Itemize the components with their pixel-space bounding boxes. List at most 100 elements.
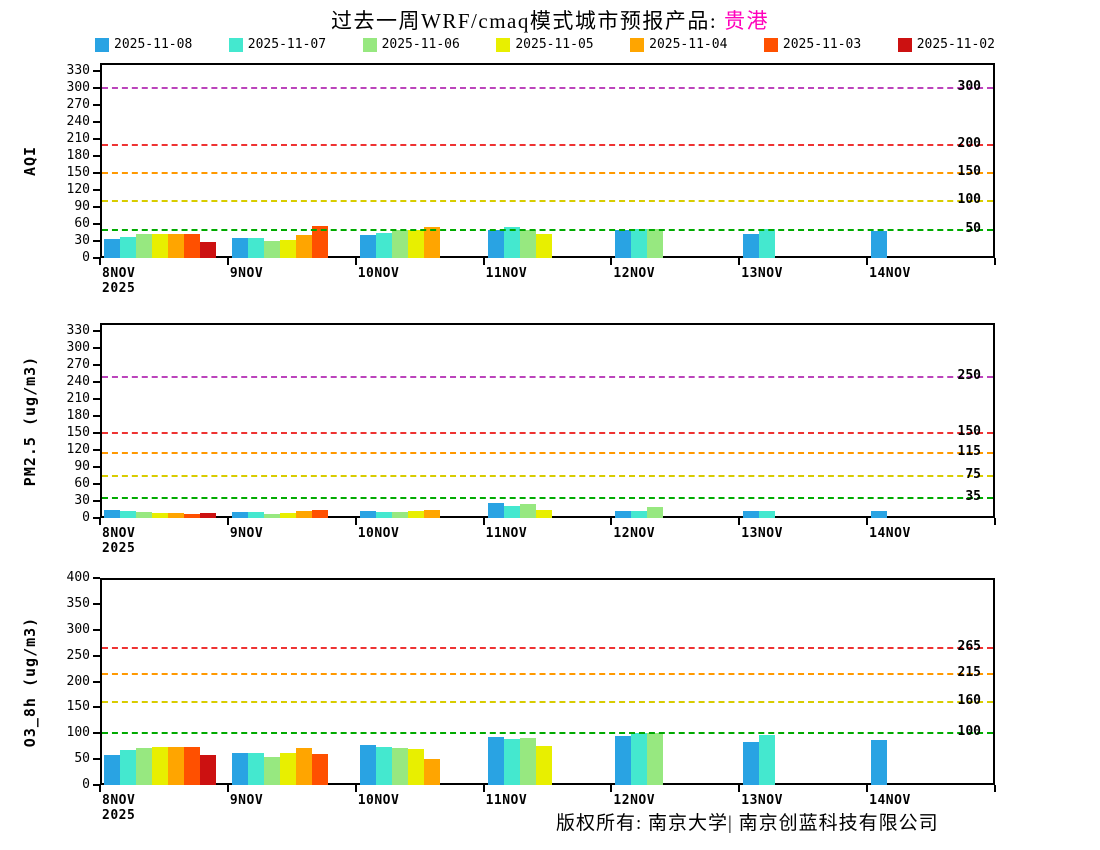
threshold-line-200: [102, 143, 993, 146]
legend-swatch-icon: [630, 37, 645, 52]
y-tick-mark: [93, 784, 100, 786]
o3-axis-title-text: O3_8h (ug/m3): [21, 616, 39, 747]
x-tick-label: 11NOV: [485, 526, 528, 541]
x-tick-label: 12NOV: [613, 793, 656, 808]
legend-item-2025-11-06: 2025-11-06: [362, 37, 460, 52]
y-tick-mark: [93, 381, 100, 384]
copyright-footer: 版权所有: 南京大学| 南京创蓝科技有限公司: [556, 813, 939, 834]
bar-o3-2025-11-04-9NOV: [295, 747, 312, 785]
y-tick-label: 90: [74, 459, 90, 475]
x-tick-label: 9NOV: [229, 266, 264, 281]
x-tick-mark: [866, 518, 869, 525]
y-tick-label: 0: [82, 250, 90, 265]
bar-pm25-2025-11-04-8NOV: [168, 513, 184, 518]
x-tick-mark: [994, 258, 996, 265]
y-tick-mark: [93, 121, 100, 124]
legend-item-2025-11-07: 2025-11-07: [228, 37, 326, 52]
y-tick-mark: [93, 577, 100, 579]
bar-pm25-2025-11-08-13NOV: [743, 510, 760, 518]
threshold-line-75: [102, 474, 993, 477]
bar-o3-2025-11-08-13NOV: [743, 742, 760, 785]
bar-aqi-2025-11-02-8NOV: [200, 242, 216, 258]
x-tick-label: 10NOV: [357, 266, 400, 281]
legend-item-2025-11-08: 2025-11-08: [95, 37, 192, 52]
threshold-line-160: [102, 701, 993, 704]
y-tick-mark: [93, 206, 100, 209]
y-tick-mark: [93, 240, 100, 243]
legend-item-2025-11-05: 2025-11-05: [496, 37, 594, 52]
bar-pm25-2025-11-07-12NOV: [631, 510, 648, 518]
page-title-prefix: 过去一周WRF/cmaq模式城市预报产品:: [331, 9, 718, 33]
legend-swatch-icon: [763, 37, 778, 52]
threshold-label-160: 160: [957, 693, 981, 709]
bar-aqi-2025-11-05-9NOV: [279, 239, 296, 258]
pm25-plot-area: [100, 323, 995, 518]
bar-pm25-2025-11-07-8NOV: [120, 510, 136, 518]
x-tick-mark: [866, 785, 869, 792]
bar-o3-2025-11-04-8NOV: [168, 746, 184, 785]
bar-pm25-2025-11-08-10NOV: [359, 511, 376, 518]
bar-o3-2025-11-05-11NOV: [535, 746, 552, 785]
y-tick-label: 240: [66, 114, 90, 130]
threshold-label-150: 150: [957, 424, 981, 440]
y-tick-mark: [93, 87, 100, 90]
threshold-line-150: [102, 172, 993, 175]
bar-pm25-2025-11-06-11NOV: [519, 504, 536, 518]
bar-aqi-2025-11-06-8NOV: [136, 234, 152, 258]
bar-pm25-2025-11-07-11NOV: [503, 505, 520, 518]
y-tick-mark: [93, 432, 100, 435]
legend-swatch-icon: [95, 37, 109, 52]
y-tick-mark: [93, 483, 100, 486]
x-tick-mark: [226, 785, 229, 792]
threshold-line-300: [102, 87, 993, 90]
y-tick-mark: [93, 347, 100, 350]
y-tick-label: 150: [66, 165, 90, 181]
bar-pm25-2025-11-08-9NOV: [231, 512, 248, 518]
page-title-city: 贵港: [723, 9, 769, 33]
y-tick-mark: [93, 398, 100, 401]
x-tick-label: 9NOV: [229, 793, 264, 808]
x-tick-mark: [354, 518, 357, 525]
y-tick-label: 250: [66, 647, 90, 663]
bar-aqi-2025-11-06-10NOV: [391, 230, 408, 258]
bar-o3-2025-11-06-9NOV: [263, 756, 280, 785]
threshold-line-150: [102, 432, 993, 435]
bar-aqi-2025-11-03-9NOV: [311, 225, 328, 258]
legend-label: 2025-11-02: [916, 37, 995, 52]
bar-o3-2025-11-05-10NOV: [407, 748, 424, 785]
y-tick-mark: [93, 758, 100, 761]
y-tick-label: 210: [66, 131, 90, 147]
bar-o3-2025-11-04-10NOV: [423, 759, 440, 785]
x-tick-label: 10NOV: [357, 793, 400, 808]
bar-aqi-2025-11-07-8NOV: [120, 236, 136, 258]
threshold-line-265: [102, 646, 993, 649]
threshold-label-200: 200: [957, 135, 981, 151]
x-year-label: 2025: [102, 808, 136, 823]
x-tick-label: 8NOV: [102, 526, 136, 541]
bar-aqi-2025-11-07-9NOV: [247, 237, 264, 258]
y-tick-label: 0: [82, 777, 90, 792]
y-tick-label: 240: [66, 374, 90, 390]
y-tick-label: 300: [66, 80, 90, 96]
bar-o3-2025-11-07-10NOV: [375, 746, 392, 785]
y-tick-mark: [93, 330, 100, 333]
bar-o3-2025-11-07-9NOV: [247, 752, 264, 785]
legend-swatch-icon: [897, 37, 912, 52]
y-tick-label: 100: [66, 725, 90, 741]
bar-o3-2025-11-08-10NOV: [359, 744, 376, 785]
threshold-line-215: [102, 672, 993, 675]
y-tick-mark: [93, 500, 100, 503]
aqi-axis-title-text: AQI: [21, 145, 39, 176]
bar-o3-2025-11-06-12NOV: [647, 733, 664, 785]
x-tick-label: 12NOV: [613, 526, 656, 541]
bar-pm25-2025-11-05-8NOV: [152, 513, 168, 518]
x-tick-mark: [738, 785, 741, 792]
threshold-line-100: [102, 732, 993, 735]
bar-pm25-2025-11-08-8NOV: [104, 509, 120, 518]
bar-pm25-2025-11-06-8NOV: [136, 512, 152, 518]
y-tick-mark: [93, 654, 100, 657]
y-tick-label: 400: [66, 570, 90, 585]
y-tick-mark: [93, 732, 100, 735]
bar-o3-2025-11-08-12NOV: [615, 735, 632, 785]
x-tick-mark: [994, 518, 996, 525]
